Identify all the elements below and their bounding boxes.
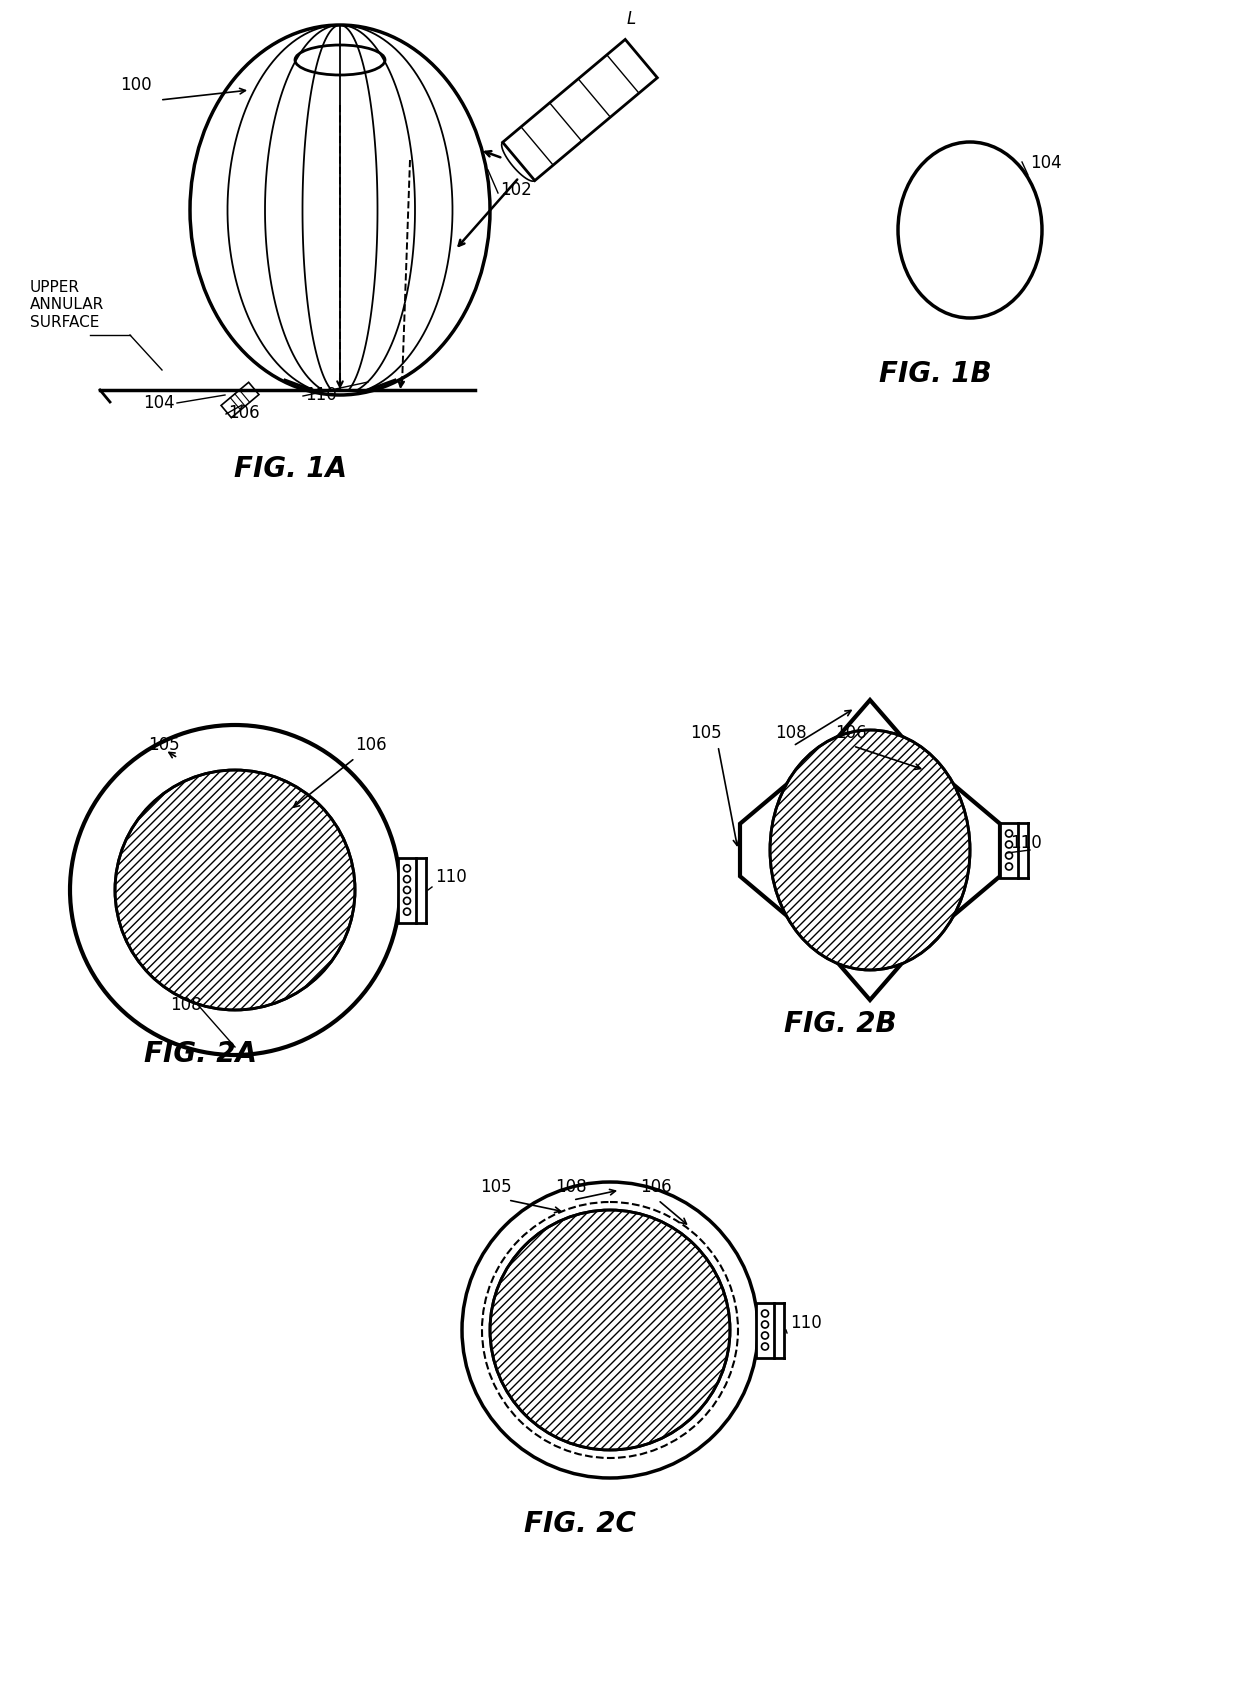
Text: 105: 105 <box>689 723 722 742</box>
Text: FIG. 1B: FIG. 1B <box>879 361 991 388</box>
Text: 108: 108 <box>775 723 807 742</box>
Text: 108: 108 <box>556 1179 587 1195</box>
Text: FIG. 2C: FIG. 2C <box>525 1511 636 1538</box>
Text: 110: 110 <box>305 386 337 405</box>
Text: L: L <box>626 10 635 29</box>
Text: FIG. 2A: FIG. 2A <box>144 1040 257 1067</box>
Text: FIG. 1A: FIG. 1A <box>233 455 346 482</box>
Text: 102: 102 <box>500 180 532 199</box>
Bar <box>756 1303 774 1357</box>
Text: 106: 106 <box>640 1179 672 1195</box>
Text: UPPER
ANNULAR
SURFACE: UPPER ANNULAR SURFACE <box>30 280 104 330</box>
Text: 104: 104 <box>144 395 175 411</box>
Circle shape <box>69 725 401 1055</box>
Text: 110: 110 <box>790 1313 822 1332</box>
Text: FIG. 2B: FIG. 2B <box>784 1010 897 1039</box>
Text: 100: 100 <box>120 76 151 94</box>
Text: 105: 105 <box>480 1179 512 1195</box>
Text: 108: 108 <box>170 996 202 1013</box>
Text: 106: 106 <box>835 723 867 742</box>
Circle shape <box>490 1211 730 1450</box>
Text: 106: 106 <box>355 737 387 754</box>
Text: 104: 104 <box>1030 153 1061 172</box>
Bar <box>398 858 415 922</box>
Text: 105: 105 <box>148 737 180 754</box>
Text: 110: 110 <box>1011 835 1042 851</box>
Polygon shape <box>740 700 999 1000</box>
Bar <box>999 823 1018 877</box>
Text: 106: 106 <box>228 405 259 422</box>
Circle shape <box>463 1182 758 1479</box>
Ellipse shape <box>770 730 970 969</box>
Text: 110: 110 <box>435 868 466 887</box>
Circle shape <box>115 771 355 1010</box>
